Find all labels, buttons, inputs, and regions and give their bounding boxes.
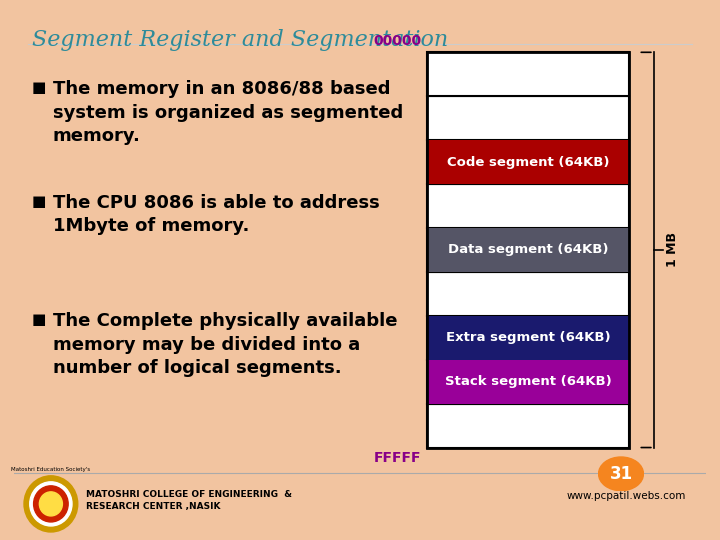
Bar <box>427 228 629 272</box>
Text: Matoshri Education Society's: Matoshri Education Society's <box>12 467 91 472</box>
Text: FFFFF: FFFFF <box>374 451 421 465</box>
Text: The memory in an 8086/88 based
system is organized as segmented
memory.: The memory in an 8086/88 based system is… <box>53 80 403 145</box>
Text: Code segment (64KB): Code segment (64KB) <box>446 156 609 168</box>
Text: ■: ■ <box>32 80 46 95</box>
Bar <box>427 140 629 184</box>
Bar <box>427 316 629 360</box>
Circle shape <box>40 492 63 516</box>
Circle shape <box>30 482 72 526</box>
Text: 00000: 00000 <box>373 35 421 49</box>
Text: MATOSHRI COLLEGE OF ENGINEERING  &: MATOSHRI COLLEGE OF ENGINEERING & <box>86 490 292 499</box>
Text: Extra segment (64KB): Extra segment (64KB) <box>446 331 611 344</box>
Bar <box>427 96 629 140</box>
Text: ■: ■ <box>32 312 46 327</box>
Text: 31: 31 <box>609 465 633 483</box>
Bar <box>427 184 629 228</box>
Bar <box>427 403 629 448</box>
Text: 1 MB: 1 MB <box>667 232 680 267</box>
Text: www.pcpatil.webs.com: www.pcpatil.webs.com <box>567 491 686 501</box>
Bar <box>427 360 629 403</box>
Bar <box>427 272 629 316</box>
Bar <box>427 52 629 448</box>
Text: RESEARCH CENTER ,NASIK: RESEARCH CENTER ,NASIK <box>86 502 221 511</box>
Circle shape <box>24 476 78 532</box>
Bar <box>427 228 629 272</box>
Text: The Complete physically available
memory may be divided into a
number of logical: The Complete physically available memory… <box>53 312 397 377</box>
Bar <box>427 140 629 184</box>
Text: Segment Register and Segmentation: Segment Register and Segmentation <box>32 29 448 51</box>
Text: Data segment (64KB): Data segment (64KB) <box>448 244 608 256</box>
Text: The CPU 8086 is able to address
1Mbyte of memory.: The CPU 8086 is able to address 1Mbyte o… <box>53 194 379 235</box>
Text: ■: ■ <box>32 194 46 208</box>
Bar <box>427 316 629 360</box>
Circle shape <box>34 486 68 522</box>
Text: Stack segment (64KB): Stack segment (64KB) <box>445 375 611 388</box>
Bar <box>427 52 629 96</box>
Circle shape <box>598 457 644 491</box>
Bar <box>427 360 629 403</box>
